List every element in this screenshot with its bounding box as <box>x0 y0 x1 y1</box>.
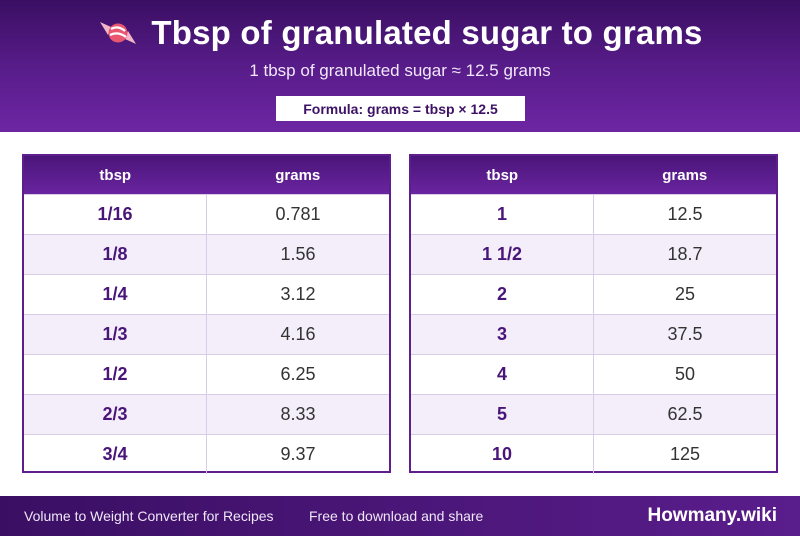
grams-cell: 12.5 <box>667 204 703 224</box>
tbsp-cell: 5 <box>411 395 594 434</box>
tbsp-cell: 1/8 <box>24 235 207 274</box>
table-row: 1/4 3.12 <box>24 274 389 314</box>
grams-cell: 8.33 <box>280 404 316 424</box>
grams-cell: 4.16 <box>280 324 316 344</box>
grams-cell: 9.37 <box>280 444 316 464</box>
table-row: 3 37.5 <box>411 314 776 354</box>
tbsp-cell: 1/16 <box>24 195 207 234</box>
tbsp-cell: 1/3 <box>24 315 207 354</box>
grams-cell: 25 <box>674 284 696 304</box>
table-row: 4 50 <box>411 354 776 394</box>
brand-logo[interactable]: Howmany.wiki <box>647 505 777 526</box>
table-header: tbsp grams <box>411 156 776 194</box>
page-subtitle: 1 tbsp of granulated sugar ≈ 12.5 grams <box>249 61 551 80</box>
conversion-table-small: tbsp grams 1/16 0.781 1/8 1.56 1/4 3.12 … <box>22 154 391 474</box>
table-row: 1/8 1.56 <box>24 234 389 274</box>
tbsp-cell: 1 <box>411 195 594 234</box>
grams-cell: 37.5 <box>667 324 703 344</box>
page-title: Tbsp of granulated sugar to grams <box>151 14 703 51</box>
column-header-grams: grams <box>662 166 708 184</box>
table-row: 1 1/2 18.7 <box>411 234 776 274</box>
tbsp-cell: 1 1/2 <box>411 235 594 274</box>
tbsp-cell: 1/4 <box>24 275 207 314</box>
formula-badge: Formula: grams = tbsp × 12.5 <box>276 96 525 121</box>
footer-converter-text: Volume to Weight Converter for Recipes <box>24 508 274 524</box>
column-header-tbsp: tbsp <box>486 166 519 184</box>
footer: Volume to Weight Converter for Recipes F… <box>0 496 800 536</box>
conversion-table-large: tbsp grams 1 12.5 1 1/2 18.7 2 25 3 37.5… <box>409 154 778 474</box>
title-row: Tbsp of granulated sugar to grams <box>0 12 800 54</box>
tbsp-cell: 4 <box>411 355 594 394</box>
grams-cell: 50 <box>674 364 696 384</box>
column-header-grams: grams <box>275 166 321 184</box>
table-row: 10 125 <box>411 434 776 474</box>
grams-cell: 1.56 <box>280 244 316 264</box>
header: Tbsp of granulated sugar to grams 1 tbsp… <box>0 0 800 132</box>
candy-icon <box>100 22 137 44</box>
grams-cell: 0.781 <box>275 204 321 224</box>
table-row: 1 12.5 <box>411 194 776 234</box>
tbsp-cell: 2/3 <box>24 395 207 434</box>
table-row: 3/4 9.37 <box>24 434 389 474</box>
footer-share-text: Free to download and share <box>309 508 484 524</box>
grams-cell: 62.5 <box>667 404 703 424</box>
tbsp-cell: 3 <box>411 315 594 354</box>
tbsp-cell: 10 <box>411 435 594 474</box>
table-row: 5 62.5 <box>411 394 776 434</box>
table-row: 1/3 4.16 <box>24 314 389 354</box>
tbsp-cell: 2 <box>411 275 594 314</box>
table-row: 2 25 <box>411 274 776 314</box>
grams-cell: 18.7 <box>667 244 703 264</box>
tbsp-cell: 1/2 <box>24 355 207 394</box>
table-header: tbsp grams <box>24 156 389 194</box>
table-row: 1/16 0.781 <box>24 194 389 234</box>
tbsp-cell: 3/4 <box>24 435 207 474</box>
column-header-tbsp: tbsp <box>99 166 132 184</box>
table-row: 1/2 6.25 <box>24 354 389 394</box>
grams-cell: 125 <box>669 444 701 464</box>
table-row: 2/3 8.33 <box>24 394 389 434</box>
grams-cell: 6.25 <box>280 364 316 384</box>
grams-cell: 3.12 <box>280 284 316 304</box>
